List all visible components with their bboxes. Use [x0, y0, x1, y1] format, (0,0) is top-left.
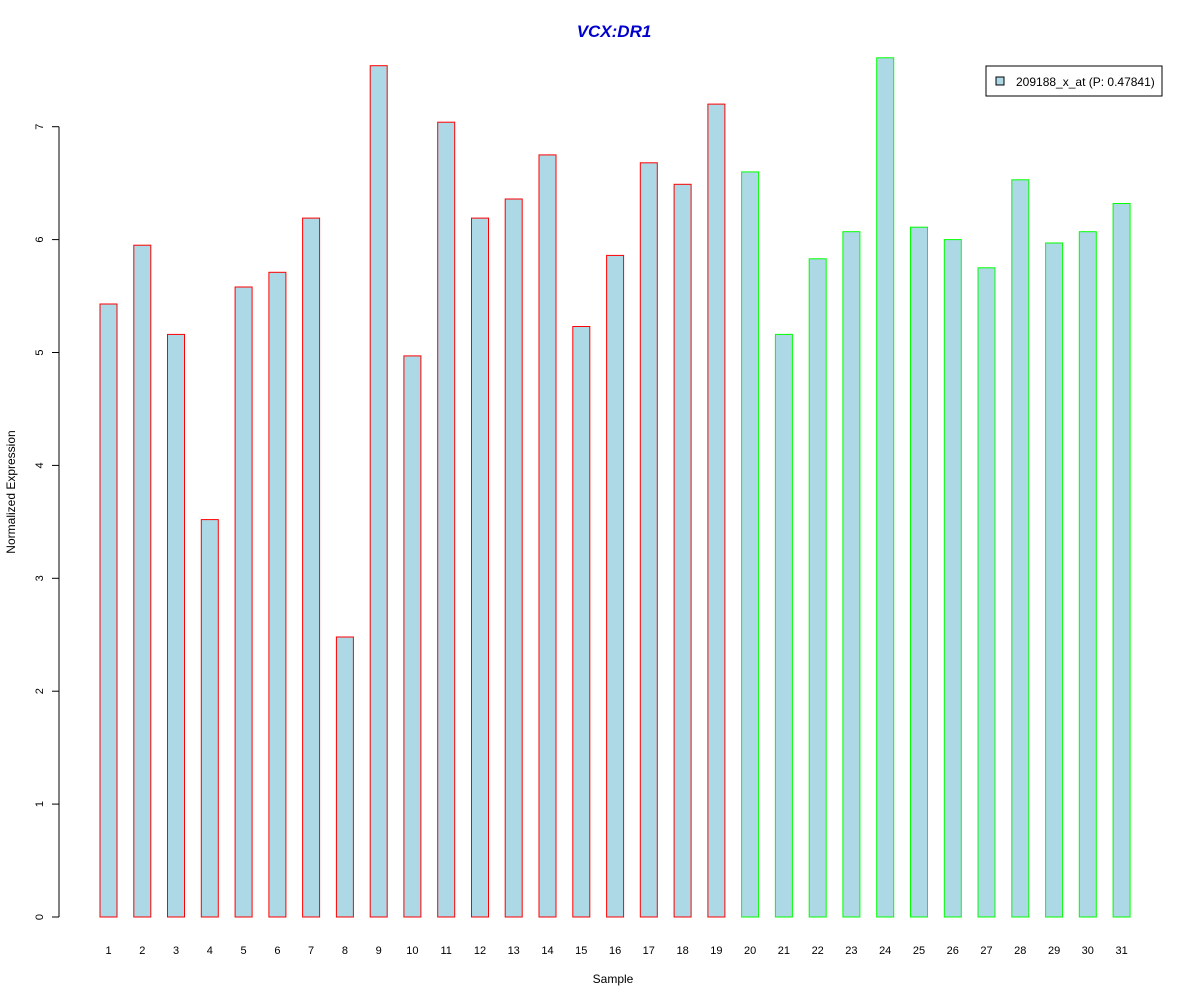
x-tick-label: 8	[342, 945, 348, 957]
bar-27	[977, 267, 996, 918]
x-tick-label: 20	[744, 945, 756, 957]
bar-10	[403, 355, 422, 918]
x-tick-label: 11	[440, 945, 451, 957]
x-tick-label: 19	[710, 945, 722, 957]
bar-25	[910, 226, 928, 918]
bar-19	[707, 103, 726, 918]
bar-14	[538, 154, 557, 918]
x-tick-label: 16	[609, 945, 621, 957]
bar-13	[504, 198, 523, 918]
x-tick-label: 21	[778, 945, 790, 957]
bar-4	[200, 519, 219, 918]
x-tick-label: 12	[474, 945, 486, 957]
x-tick-label: 26	[947, 945, 959, 957]
bar-12	[471, 217, 489, 918]
y-tick-label: 3	[34, 575, 46, 581]
x-tick-label: 13	[508, 945, 520, 957]
y-tick-label: 7	[34, 124, 46, 130]
x-tick-label: 24	[879, 945, 891, 957]
bar-29	[1045, 242, 1064, 918]
bar-20	[741, 171, 760, 918]
bar-28	[1011, 179, 1030, 918]
x-tick-label: 25	[913, 945, 925, 957]
x-tick-label: 4	[207, 945, 213, 957]
bar-30	[1078, 231, 1097, 918]
bar-31	[1112, 203, 1131, 918]
x-tick-label: 28	[1014, 945, 1026, 957]
bar-8	[335, 636, 354, 918]
bar-2	[133, 244, 152, 918]
x-tick-label: 18	[676, 945, 688, 957]
bar-18	[673, 183, 692, 918]
bars	[99, 57, 1131, 918]
bar-3	[167, 333, 185, 918]
bar-9	[369, 65, 388, 918]
y-tick-label: 2	[34, 688, 46, 694]
chart-title: VCX:DR1	[577, 22, 652, 41]
x-tick-labels: 1 2 3 4 5 6 7 8 9 10 11 12 13 14 15 16 17 18 19 20 21 22 23 24 2…	[105, 945, 1127, 957]
x-tick-label: 27	[980, 945, 992, 957]
x-axis-label: Sample	[593, 972, 634, 986]
y-tick-label: 1	[34, 801, 46, 807]
bar-22	[808, 258, 827, 918]
x-tick-label: 14	[541, 945, 553, 957]
x-tick-label: 3	[173, 945, 179, 957]
x-tick-label: 31	[1115, 945, 1127, 957]
bar-15	[572, 326, 591, 918]
bar-21	[774, 333, 793, 918]
x-tick-label: 1	[105, 945, 111, 957]
legend: 209188_x_at (P: 0.47841)	[985, 65, 1163, 97]
x-tick-label: 5	[241, 945, 247, 957]
bar-26	[943, 239, 962, 918]
bar-17	[639, 162, 658, 918]
y-tick-label: 6	[34, 237, 46, 243]
x-tick-label: 23	[845, 945, 857, 957]
legend-entry: 209188_x_at (P: 0.47841)	[1016, 75, 1155, 89]
bar-7	[302, 217, 321, 918]
y-tick-label: 0	[34, 914, 46, 920]
legend-swatch	[995, 76, 1005, 86]
bar-23	[842, 231, 861, 918]
bar-6	[268, 271, 287, 918]
bar-5	[234, 286, 253, 918]
y-axis: 0 1 2 3 4 5 6 7	[34, 124, 60, 920]
x-tick-label: 10	[406, 945, 418, 957]
bar-24	[876, 57, 895, 918]
x-tick-label: 2	[139, 945, 145, 957]
bar-16	[606, 254, 625, 918]
y-axis-label: Normalized Expression	[4, 430, 18, 553]
x-tick-label: 15	[575, 945, 587, 957]
y-tick-label: 5	[34, 349, 46, 355]
legend-box	[985, 65, 1163, 97]
bar-11	[437, 121, 456, 918]
y-tick-label: 4	[34, 462, 46, 468]
x-tick-label: 7	[308, 945, 314, 957]
x-tick-label: 17	[643, 945, 655, 957]
x-tick-label: 30	[1082, 945, 1094, 957]
bar-1	[99, 303, 118, 918]
x-tick-label: 9	[376, 945, 382, 957]
x-tick-label: 6	[274, 945, 280, 957]
x-tick-label: 29	[1048, 945, 1060, 957]
x-tick-label: 22	[812, 945, 824, 957]
